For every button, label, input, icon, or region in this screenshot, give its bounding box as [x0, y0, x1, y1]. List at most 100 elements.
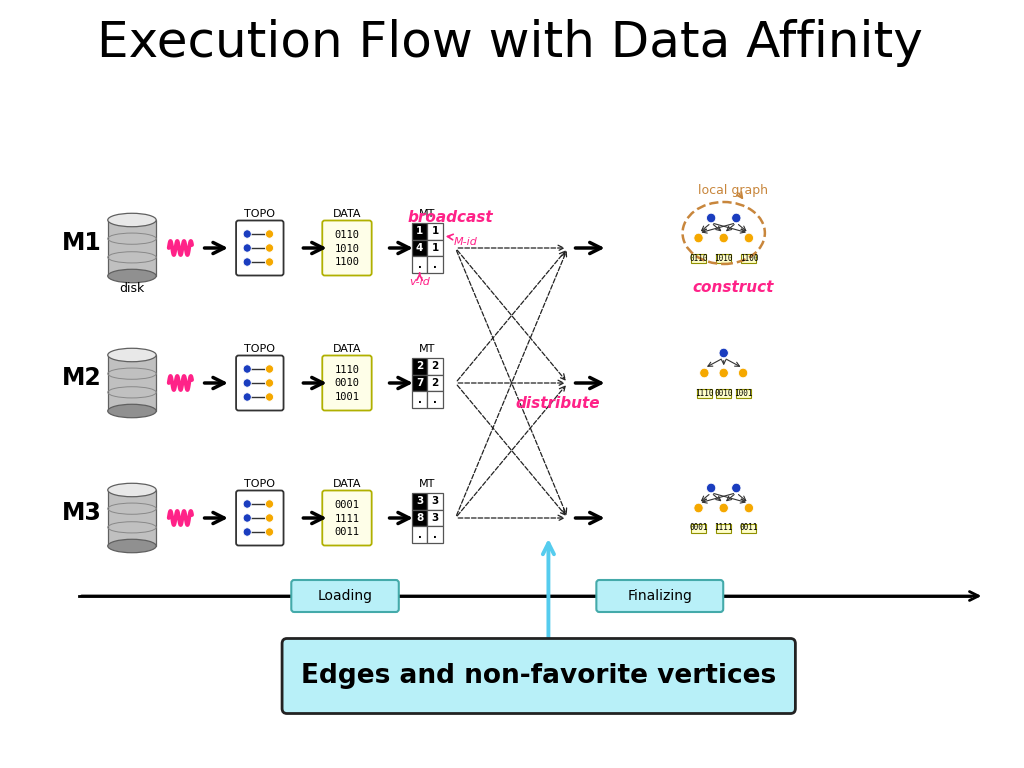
Circle shape: [707, 214, 716, 223]
Bar: [735, 389, 751, 398]
Text: 1: 1: [431, 243, 438, 253]
Bar: [697, 389, 712, 398]
Circle shape: [243, 365, 251, 373]
Ellipse shape: [108, 483, 157, 497]
Bar: [412, 493, 427, 510]
Ellipse shape: [108, 539, 157, 553]
FancyBboxPatch shape: [237, 220, 284, 276]
Circle shape: [243, 500, 251, 508]
Circle shape: [699, 368, 709, 378]
Bar: [427, 257, 442, 273]
Bar: [427, 240, 442, 257]
Circle shape: [265, 514, 273, 522]
FancyBboxPatch shape: [237, 356, 284, 411]
Text: .: .: [433, 260, 437, 270]
Ellipse shape: [108, 404, 157, 418]
FancyBboxPatch shape: [323, 220, 372, 276]
Bar: [741, 253, 757, 263]
Polygon shape: [108, 355, 157, 411]
Text: M2: M2: [61, 366, 101, 390]
FancyBboxPatch shape: [596, 580, 723, 612]
Circle shape: [265, 500, 273, 508]
Circle shape: [243, 528, 251, 536]
FancyBboxPatch shape: [323, 356, 372, 411]
Text: TOPO: TOPO: [245, 209, 275, 219]
Circle shape: [694, 233, 703, 243]
Circle shape: [719, 348, 728, 358]
Ellipse shape: [108, 348, 157, 362]
FancyBboxPatch shape: [323, 491, 372, 545]
Text: v-id: v-id: [410, 277, 430, 287]
Circle shape: [265, 528, 273, 536]
Text: MT: MT: [419, 209, 435, 219]
Polygon shape: [108, 220, 157, 276]
Circle shape: [265, 365, 273, 373]
Text: 1001: 1001: [335, 392, 359, 402]
Text: Loading: Loading: [317, 589, 373, 603]
Bar: [716, 253, 731, 263]
Ellipse shape: [108, 270, 157, 283]
Bar: [412, 510, 427, 526]
Text: 1111: 1111: [335, 514, 359, 524]
Text: 0011: 0011: [335, 527, 359, 537]
Bar: [427, 526, 442, 543]
Circle shape: [243, 392, 251, 401]
Text: .: .: [418, 260, 422, 270]
Text: 0001: 0001: [335, 500, 359, 510]
Text: DATA: DATA: [333, 344, 361, 354]
Circle shape: [732, 214, 741, 223]
Bar: [716, 524, 731, 532]
Bar: [716, 389, 731, 398]
Text: 0110: 0110: [335, 230, 359, 240]
Bar: [412, 240, 427, 257]
Text: MT: MT: [419, 344, 435, 354]
Text: .: .: [433, 395, 437, 405]
Text: Edges and non-favorite vertices: Edges and non-favorite vertices: [301, 663, 776, 689]
Bar: [427, 375, 442, 392]
Text: 0110: 0110: [689, 253, 708, 263]
Bar: [427, 493, 442, 510]
Bar: [412, 526, 427, 543]
Circle shape: [707, 483, 716, 493]
Polygon shape: [108, 490, 157, 546]
Text: 1: 1: [416, 227, 423, 237]
Text: .: .: [418, 530, 422, 540]
Text: 8: 8: [416, 513, 423, 523]
Circle shape: [243, 243, 251, 252]
Bar: [412, 223, 427, 240]
Circle shape: [265, 243, 273, 252]
Bar: [427, 358, 442, 375]
Bar: [427, 392, 442, 408]
Ellipse shape: [108, 214, 157, 227]
Text: DATA: DATA: [333, 209, 361, 219]
Text: distribute: distribute: [516, 396, 600, 411]
Text: 1001: 1001: [734, 389, 753, 398]
Text: DATA: DATA: [333, 479, 361, 489]
Bar: [691, 253, 706, 263]
Text: 2: 2: [416, 361, 423, 372]
Text: .: .: [433, 530, 437, 540]
Text: M3: M3: [61, 501, 101, 525]
Bar: [412, 358, 427, 375]
Text: 0001: 0001: [689, 524, 708, 532]
Bar: [412, 392, 427, 408]
Circle shape: [265, 392, 273, 401]
Circle shape: [265, 379, 273, 387]
Circle shape: [732, 483, 741, 493]
Text: 1110: 1110: [695, 389, 714, 398]
Bar: [427, 223, 442, 240]
FancyBboxPatch shape: [291, 580, 398, 612]
Circle shape: [243, 379, 251, 387]
Bar: [691, 524, 706, 532]
Text: 3: 3: [431, 513, 438, 523]
Text: TOPO: TOPO: [245, 479, 275, 489]
Text: .: .: [418, 395, 422, 405]
Text: Finalizing: Finalizing: [628, 589, 692, 603]
Circle shape: [694, 503, 703, 513]
Circle shape: [719, 368, 728, 378]
Bar: [741, 524, 757, 532]
Bar: [412, 257, 427, 273]
Circle shape: [744, 233, 754, 243]
Text: construct: construct: [692, 280, 774, 296]
Text: 1100: 1100: [335, 257, 359, 267]
